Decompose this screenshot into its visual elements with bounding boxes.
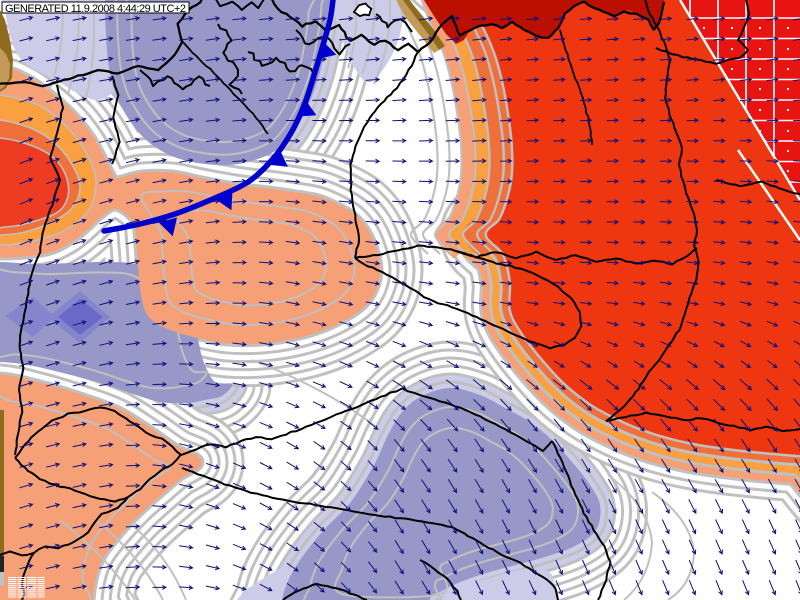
svg-text:GENERATED 11.9.2008 4:44:29 UT: GENERATED 11.9.2008 4:44:29 UTC+2 (5, 3, 186, 15)
